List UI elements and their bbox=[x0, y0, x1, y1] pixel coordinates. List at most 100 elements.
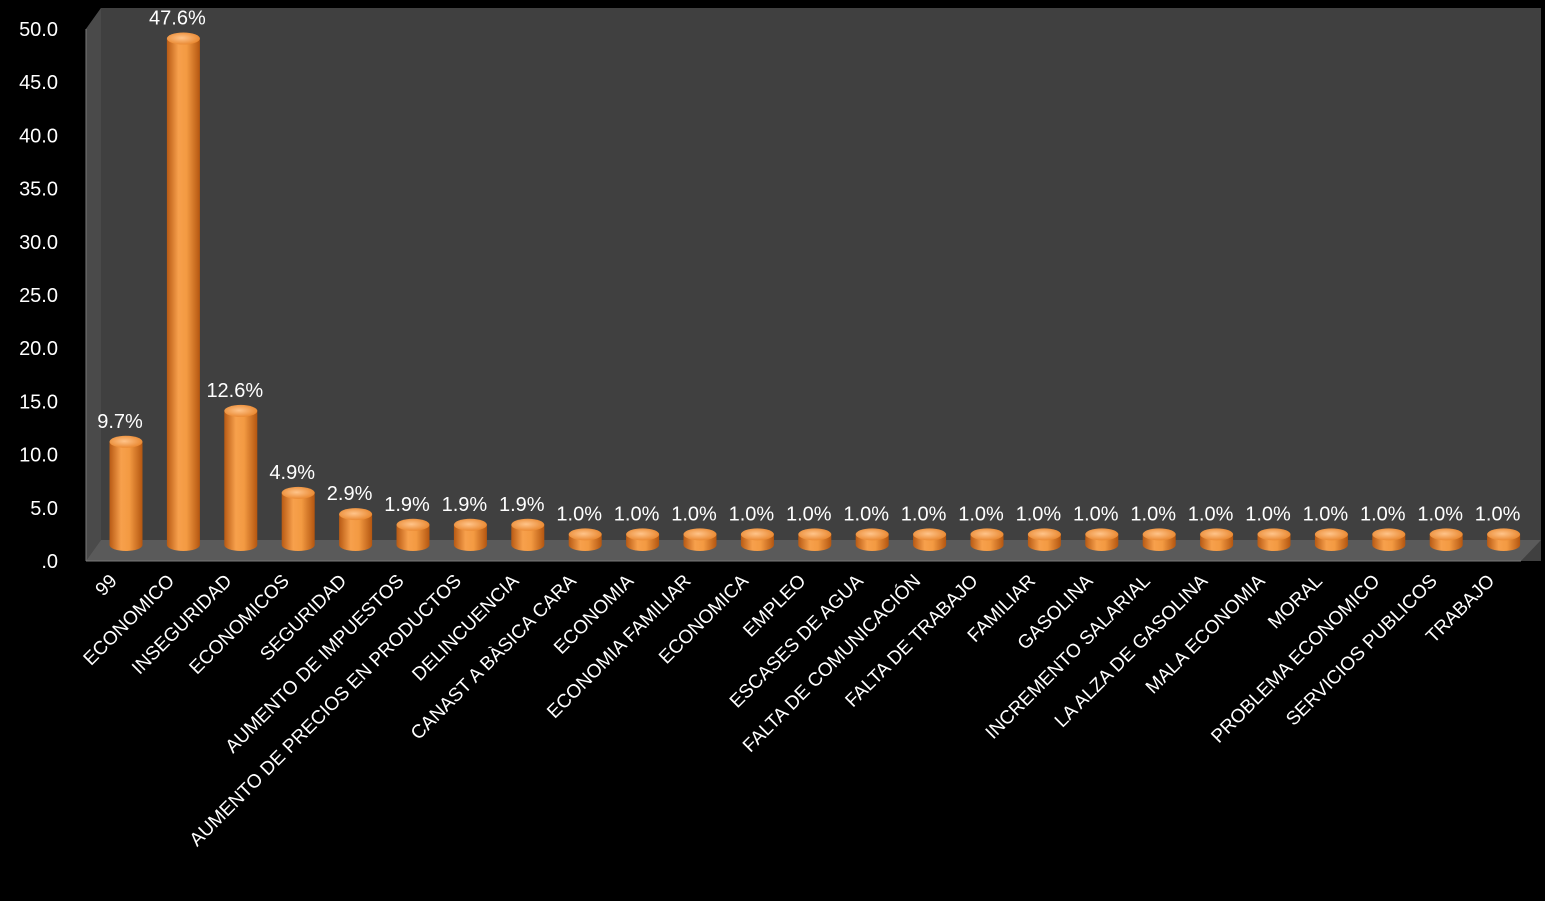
bar-cap bbox=[396, 518, 430, 531]
bar-cap bbox=[970, 528, 1004, 541]
bar bbox=[1487, 528, 1521, 551]
data-label: 1.0% bbox=[556, 503, 602, 525]
bar-cap bbox=[1429, 528, 1463, 541]
data-label: 1.0% bbox=[843, 503, 889, 525]
data-label: 1.9% bbox=[384, 494, 430, 516]
bar bbox=[970, 528, 1004, 551]
bar-cap bbox=[1257, 528, 1291, 541]
data-label: 1.0% bbox=[1417, 503, 1463, 525]
bar-cap bbox=[1085, 528, 1119, 541]
bar bbox=[339, 508, 373, 551]
bar bbox=[855, 528, 889, 551]
category-labels: 99ECONOMICOINSEGURIDADECONOMICOSSEGURIDA… bbox=[80, 570, 1499, 851]
bar bbox=[1429, 528, 1463, 551]
data-label: 1.9% bbox=[499, 494, 545, 516]
category-label: DELINCUENCIA bbox=[408, 570, 523, 685]
data-label: 1.0% bbox=[1303, 503, 1349, 525]
data-label: 1.0% bbox=[958, 503, 1004, 525]
bar-cap bbox=[1314, 528, 1348, 541]
data-label: 1.0% bbox=[671, 503, 717, 525]
bar-body bbox=[281, 492, 315, 551]
bar bbox=[396, 518, 430, 551]
plot-left-wall bbox=[86, 8, 101, 561]
bar-body bbox=[396, 524, 430, 551]
bar bbox=[913, 528, 947, 551]
bar bbox=[1372, 528, 1406, 551]
bar-cap bbox=[109, 435, 143, 448]
bar bbox=[1142, 528, 1176, 551]
bar bbox=[1257, 528, 1291, 551]
bar-cap bbox=[1200, 528, 1234, 541]
data-labels: 9.7% 47.6% 12.6% 4.9% 2.9% 1.9% 1.9% 1.9% 1.0% 1.… bbox=[97, 8, 1520, 526]
data-label: 9.7% bbox=[97, 411, 143, 433]
bar bbox=[568, 528, 602, 551]
bar-cap bbox=[683, 528, 717, 541]
data-label: 2.9% bbox=[327, 483, 373, 505]
bar bbox=[109, 435, 143, 551]
data-label: 1.0% bbox=[1130, 503, 1176, 525]
y-tick-label: 40.0 bbox=[19, 125, 58, 147]
data-label: 12.6% bbox=[206, 380, 263, 402]
y-tick-label: 25.0 bbox=[19, 285, 58, 307]
category-label: AUMENTO DE PRECIOS EN PRODUCTOS bbox=[186, 571, 466, 851]
y-tick-label: 30.0 bbox=[19, 232, 58, 254]
bar bbox=[740, 528, 774, 551]
bar-cap bbox=[453, 518, 487, 531]
bar bbox=[453, 518, 487, 551]
bar bbox=[1314, 528, 1348, 551]
y-tick-label: 5.0 bbox=[30, 498, 58, 520]
bar-cap bbox=[855, 528, 889, 541]
bar-body bbox=[339, 514, 373, 551]
plot-back-wall bbox=[86, 8, 1541, 561]
bar-body bbox=[224, 410, 258, 551]
bar bbox=[683, 528, 717, 551]
bar bbox=[166, 32, 200, 551]
y-tick-label: 45.0 bbox=[19, 72, 58, 94]
y-tick-label: 50.0 bbox=[19, 19, 58, 41]
bar-cap bbox=[224, 404, 258, 417]
bar bbox=[1027, 528, 1061, 551]
y-tick-label: .0 bbox=[41, 551, 58, 573]
bar-body bbox=[453, 524, 487, 551]
data-label: 1.0% bbox=[1073, 503, 1119, 525]
bar-body bbox=[511, 524, 545, 551]
data-label: 1.0% bbox=[1475, 503, 1521, 525]
bar-cap bbox=[1027, 528, 1061, 541]
bar bbox=[798, 528, 832, 551]
bar-cap bbox=[1487, 528, 1521, 541]
y-tick-label: 10.0 bbox=[19, 445, 58, 467]
bar-cap bbox=[913, 528, 947, 541]
category-label: ECONOMICOS bbox=[186, 571, 294, 679]
bar-cap bbox=[568, 528, 602, 541]
bar-cap bbox=[1372, 528, 1406, 541]
bar-body bbox=[166, 38, 200, 551]
bars bbox=[109, 32, 1521, 551]
data-label: 1.0% bbox=[901, 503, 947, 525]
data-label: 1.0% bbox=[1360, 503, 1406, 525]
bar bbox=[511, 518, 545, 551]
bar-cap bbox=[1142, 528, 1176, 541]
bar-cap bbox=[339, 508, 373, 521]
data-label: 1.0% bbox=[729, 503, 775, 525]
data-label: 1.9% bbox=[442, 494, 488, 516]
bar-cap bbox=[626, 528, 660, 541]
data-label: 1.0% bbox=[1245, 503, 1291, 525]
bar-body bbox=[109, 441, 143, 551]
bar-cap bbox=[281, 486, 315, 499]
bar bbox=[281, 486, 315, 551]
category-label: 99 bbox=[92, 571, 122, 601]
bar bbox=[1085, 528, 1119, 551]
y-tick-label: 35.0 bbox=[19, 179, 58, 201]
y-tick-label: 20.0 bbox=[19, 338, 58, 360]
data-label: 1.0% bbox=[786, 503, 832, 525]
bar bbox=[626, 528, 660, 551]
data-label: 1.0% bbox=[1016, 503, 1062, 525]
bar-cap bbox=[740, 528, 774, 541]
data-label: 1.0% bbox=[1188, 503, 1234, 525]
data-label: 1.0% bbox=[614, 503, 660, 525]
y-axis-ticks: .0 5.0 10.0 15.0 20.0 25.0 30.0 35.0 40.0 45.0 50.… bbox=[19, 19, 58, 573]
bar bbox=[224, 404, 258, 551]
bar-cap bbox=[166, 32, 200, 45]
bar bbox=[1200, 528, 1234, 551]
